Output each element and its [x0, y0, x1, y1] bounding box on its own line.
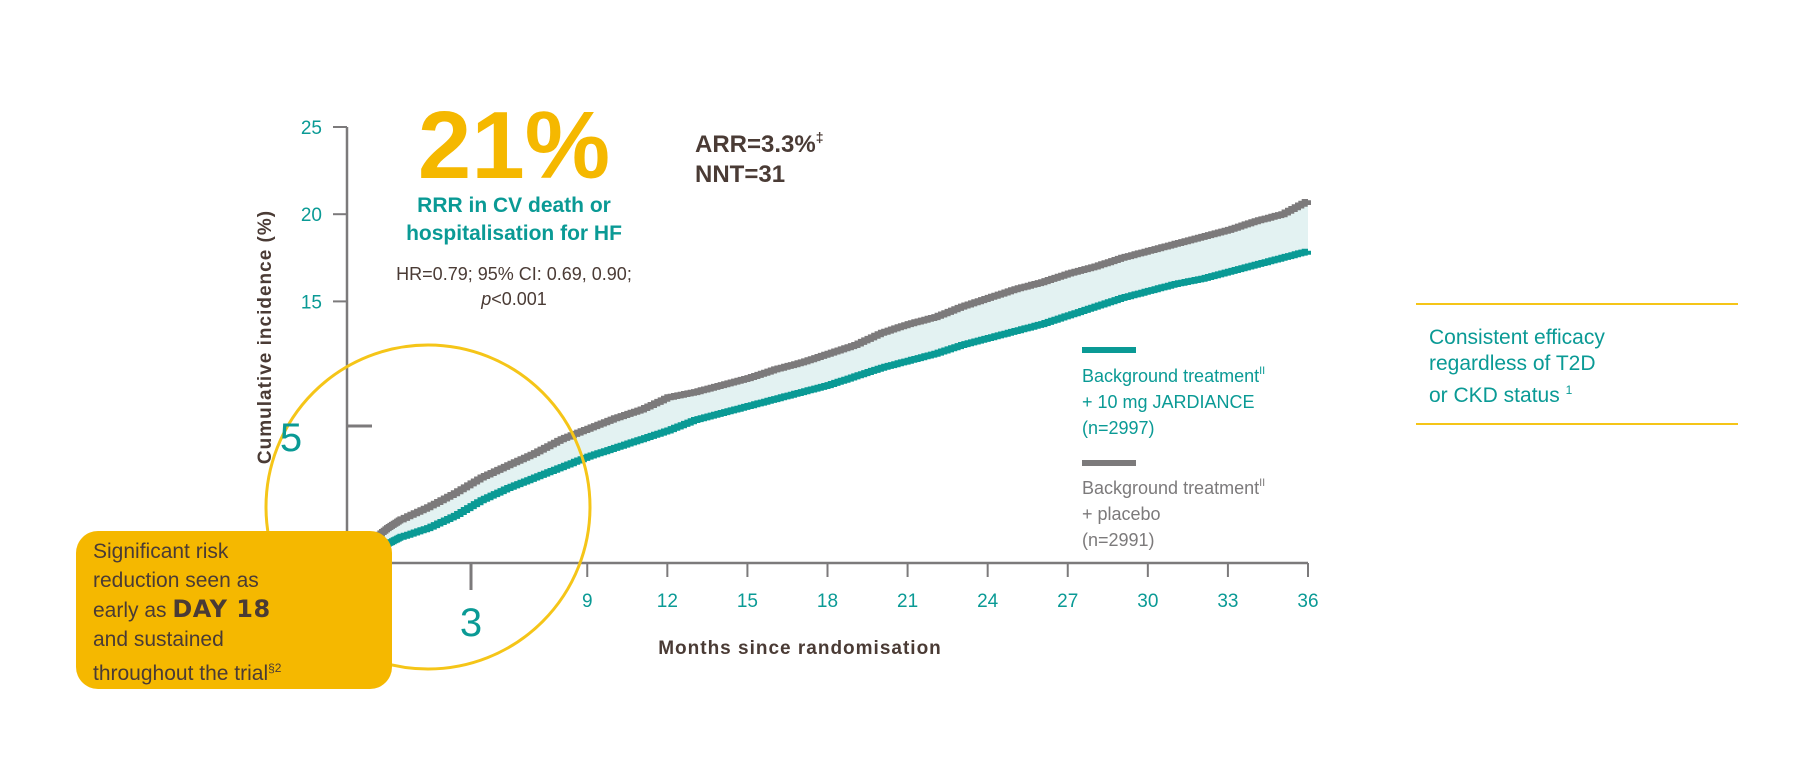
- legend-placebo-mark: II: [1259, 477, 1265, 489]
- legend-placebo-line-2: + placebo: [1082, 504, 1161, 524]
- note-line-1: Consistent efficacy: [1429, 326, 1605, 349]
- legend-placebo-line-3: (n=2991): [1082, 530, 1155, 550]
- x-tick-label-12: 12: [657, 591, 678, 612]
- x-tick-label-24: 24: [977, 591, 999, 612]
- legend-jardiance-line-1: Background treatmentII: [1082, 365, 1265, 386]
- note-line-3-text: or CKD status: [1429, 384, 1560, 407]
- legend-jardiance-line-2: + 10 mg JARDIANCE: [1082, 392, 1255, 412]
- legend-placebo-line-1: Background treatmentII: [1082, 477, 1265, 498]
- callout-line-2: reduction seen as: [93, 569, 259, 592]
- x-axis-title: Months since randomisation: [658, 638, 942, 659]
- callout-line-5-text: throughout the trial: [93, 662, 269, 685]
- y-axis-title: Cumulative incidence (%): [255, 210, 276, 464]
- x-tick-label-27: 27: [1057, 591, 1078, 612]
- arr-footnote-mark: ‡: [816, 129, 824, 145]
- day-18-label: DAY 18: [172, 595, 271, 623]
- zoom-x-label-3: 3: [460, 601, 482, 645]
- callout-line-4: and sustained: [93, 628, 224, 651]
- x-tick-label-36: 36: [1297, 591, 1318, 612]
- callout-line-5: throughout the trial§2: [93, 654, 392, 688]
- nnt-text: NNT=31: [695, 161, 785, 188]
- callout-line-1: Significant risk: [93, 540, 229, 563]
- day-18-callout: Significant risk reduction seen as early…: [76, 531, 392, 689]
- x-tick-label-9: 9: [582, 591, 593, 612]
- zoom-y-label-5: 5: [280, 416, 302, 460]
- x-tick-label-30: 30: [1137, 591, 1158, 612]
- arr-value: ARR=3.3%: [695, 131, 816, 158]
- y-tick-label-15: 15: [301, 292, 322, 313]
- hr-line-1: HR=0.79; 95% CI: 0.69, 0.90;: [396, 264, 632, 284]
- arr-text: ARR=3.3%‡: [695, 129, 824, 158]
- difference-band: [347, 200, 1308, 563]
- legend-placebo-text-1: Background treatment: [1082, 478, 1259, 498]
- x-tick-label-15: 15: [737, 591, 758, 612]
- x-tick-label-33: 33: [1217, 591, 1238, 612]
- zoom-circle: [264, 343, 592, 671]
- x-ticks: 9 12 15 18 21 24 27 30 33 36: [582, 563, 1319, 612]
- y-tick-label-25: 25: [301, 118, 322, 139]
- p-label: p: [480, 289, 491, 309]
- rrr-line-2: hospitalisation for HF: [406, 222, 622, 245]
- callout-line-3: early as DAY 18: [93, 595, 392, 625]
- legend-jardiance-text-1: Background treatment: [1082, 366, 1259, 386]
- callout-line-3-pre: early as: [93, 599, 173, 622]
- x-tick-label-21: 21: [897, 591, 918, 612]
- legend: Background treatmentII + 10 mg JARDIANCE…: [1082, 347, 1265, 550]
- y-tick-label-20: 20: [301, 205, 322, 226]
- rrr-line-1: RRR in CV death or: [417, 194, 611, 217]
- p-value: <0.001: [491, 289, 547, 309]
- rrr-percent: 21%: [418, 92, 610, 199]
- note-line-2: regardless of T2D: [1429, 352, 1596, 375]
- placebo-line: [345, 199, 1311, 566]
- callout-footnote-mark: §2: [268, 661, 282, 675]
- legend-swatch-jardiance: [1082, 347, 1136, 353]
- legend-jardiance-mark: II: [1259, 365, 1265, 377]
- y-ticks: 15 20 25: [301, 118, 347, 313]
- jardiance-line: [345, 248, 1311, 566]
- efficacy-note: Consistent efficacy regardless of T2D or…: [1416, 303, 1738, 425]
- x-tick-label-18: 18: [817, 591, 838, 612]
- note-line-3: or CKD status 1: [1429, 377, 1738, 409]
- legend-jardiance-line-3: (n=2997): [1082, 418, 1155, 438]
- legend-swatch-placebo: [1082, 460, 1136, 466]
- hr-line-2: p<0.001: [480, 289, 547, 309]
- note-footnote-mark: 1: [1565, 383, 1573, 397]
